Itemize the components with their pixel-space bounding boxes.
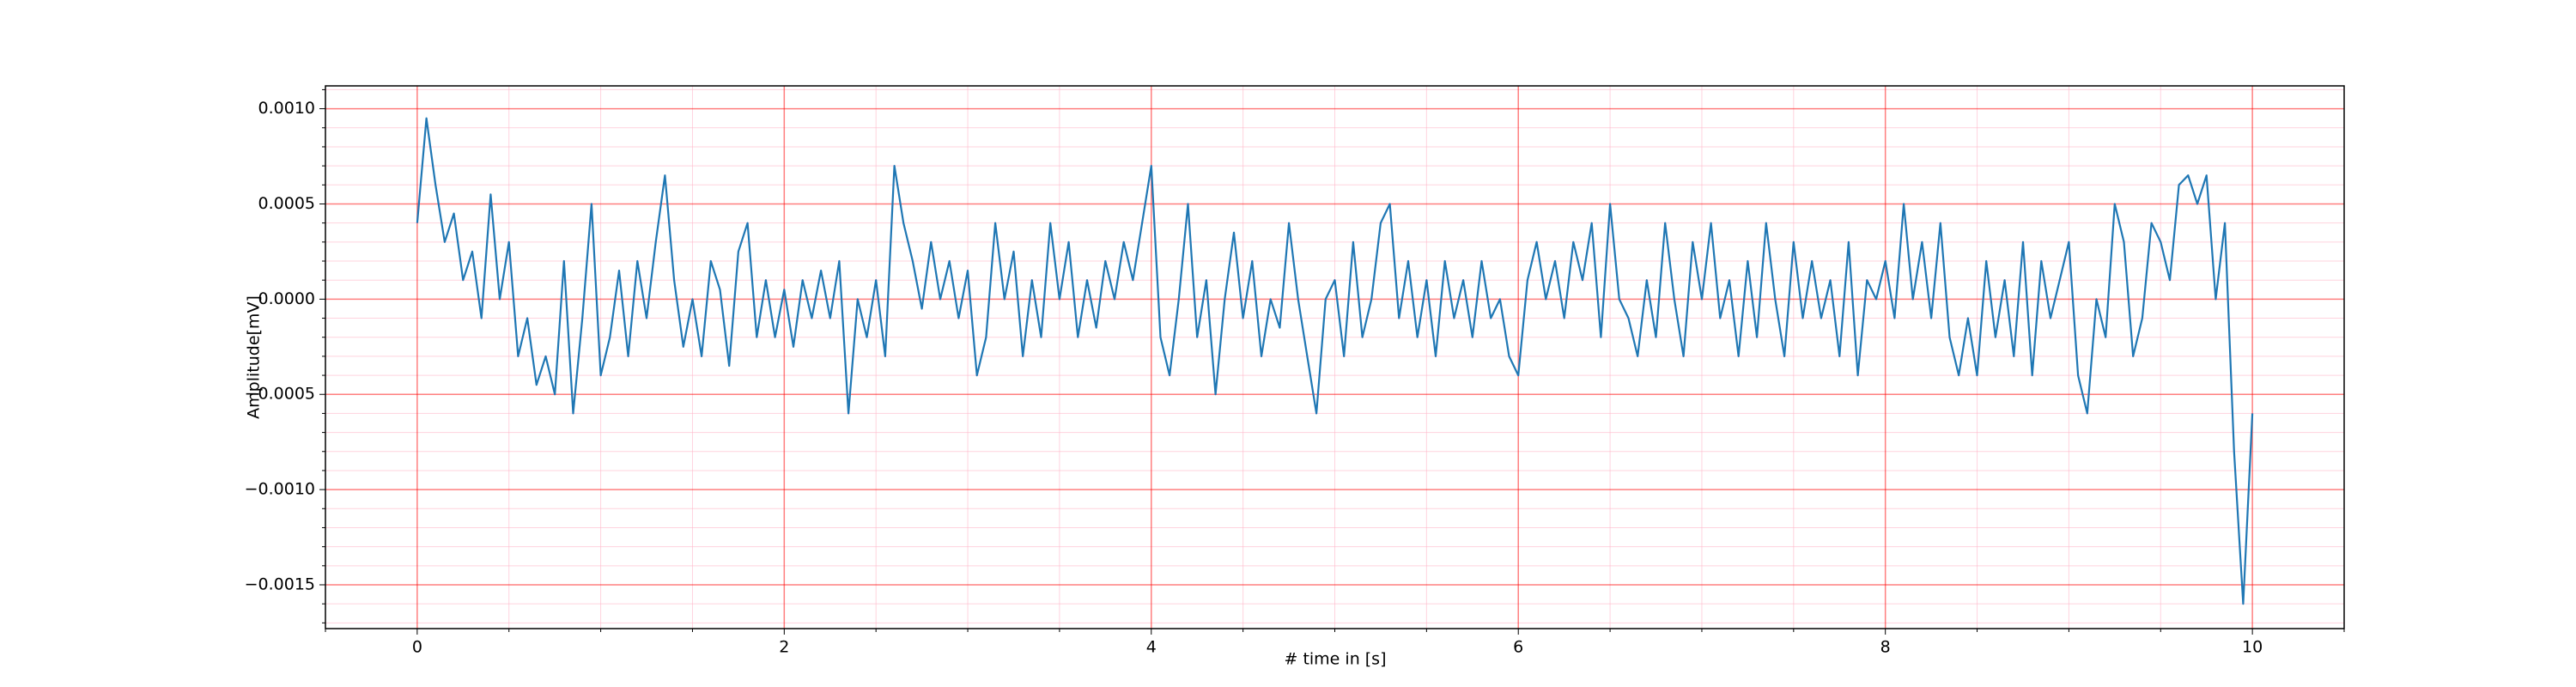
x-tick-label: 2: [779, 638, 789, 657]
y-tick-label: −0.0010: [245, 480, 315, 499]
y-tick-label: −0.0015: [245, 575, 315, 593]
x-tick-label: 8: [1880, 638, 1891, 657]
plot-frame: [325, 85, 2345, 629]
x-tick-label: 6: [1513, 638, 1523, 657]
x-tick-label: 10: [2242, 638, 2263, 657]
x-tick-label: 4: [1146, 638, 1157, 657]
data-line: [416, 117, 2254, 605]
y-tick-label: 0.0000: [258, 289, 315, 308]
x-tick-label: 0: [412, 638, 422, 657]
y-tick-label: 0.0005: [258, 194, 315, 213]
x-axis-label: # time in [s]: [1284, 650, 1386, 669]
y-tick-label: −0.0005: [245, 385, 315, 404]
y-tick-label: 0.0010: [258, 99, 315, 118]
y-axis-label: Amplitude[mV]: [245, 295, 264, 419]
